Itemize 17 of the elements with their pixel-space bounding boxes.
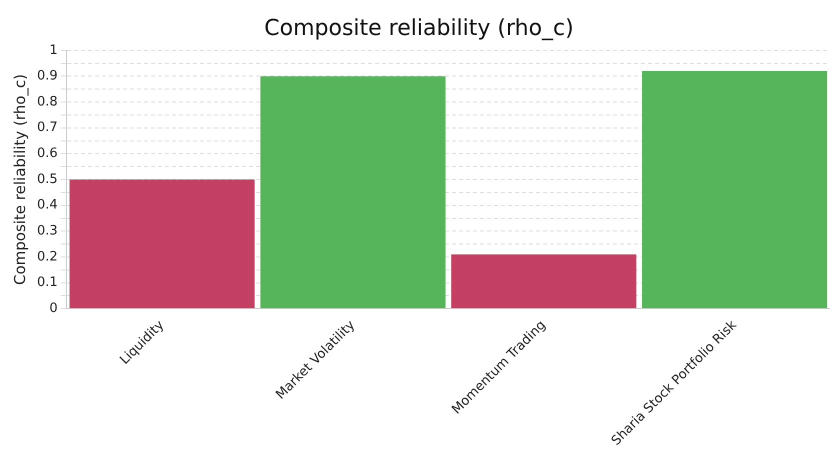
y-tick-label: 0.4 (36, 198, 58, 213)
y-tick-label: 0.8 (36, 94, 58, 110)
y-tick-label: 0.6 (36, 146, 58, 162)
bar (642, 71, 828, 308)
bar (70, 180, 255, 308)
chart-title: Composite reliability (rho_c) (264, 16, 574, 41)
bar (260, 76, 446, 308)
y-tick-label: 0.1 (36, 275, 58, 290)
y-tick-label: 0.9 (36, 68, 58, 84)
y-axis-title: Composite reliability (rho_c) (10, 74, 29, 286)
y-tick-label: 1 (49, 42, 58, 58)
y-tick-label: 0.3 (36, 224, 58, 239)
bar (451, 254, 636, 308)
y-tick-label: 0.5 (36, 172, 58, 187)
y-tick-label: 0.7 (36, 120, 58, 136)
y-tick-label: 0.2 (36, 249, 58, 264)
y-tick-label: 0 (49, 301, 58, 316)
